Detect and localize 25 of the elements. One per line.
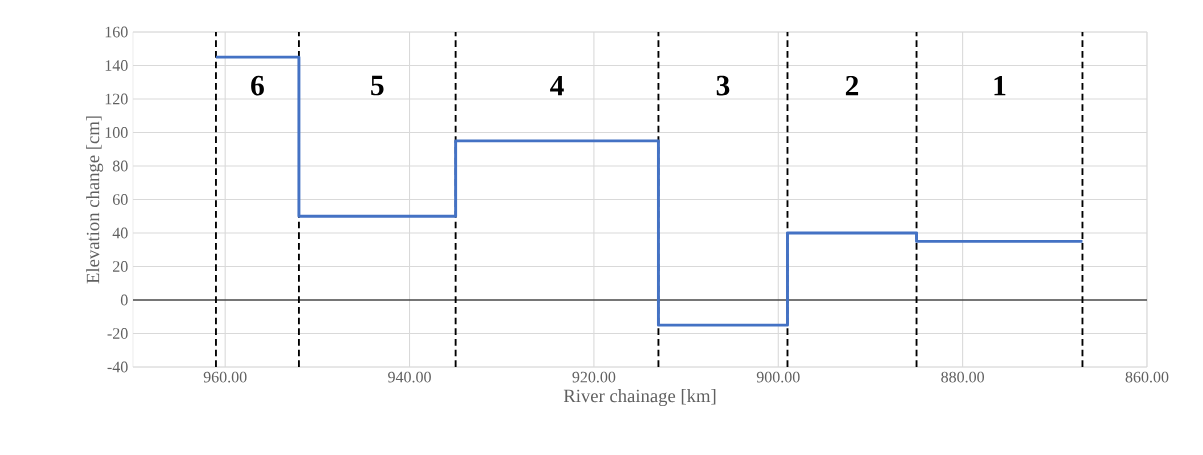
y-tick-label: 20 <box>112 261 128 272</box>
annotation: 1 <box>994 75 1006 96</box>
x-tick-label: 960.00 <box>203 371 247 383</box>
y-tick-label: 100 <box>105 127 128 138</box>
x-tick-label: 900.00 <box>756 371 800 383</box>
y-tick-label: 140 <box>105 60 128 71</box>
x-tick-label: 940.00 <box>388 371 431 383</box>
annotation: 4 <box>550 75 564 96</box>
x-tick-label: 880.00 <box>941 371 985 383</box>
y-axis-title: Elevation change [cm] <box>86 116 104 284</box>
x-axis-title: River chainage [km] <box>563 389 716 407</box>
x-tick-label: 860.00 <box>1125 371 1169 383</box>
annotation: 6 <box>251 75 264 96</box>
y-tick-label: 160 <box>105 26 128 38</box>
y-tick-label: 120 <box>105 93 128 105</box>
y-tick-label: 0 <box>120 294 128 306</box>
x-tick-label: 920.00 <box>572 371 616 383</box>
y-tick-label: 60 <box>112 194 128 205</box>
annotation: 3 <box>716 75 730 96</box>
y-tick-label: 80 <box>112 160 128 172</box>
annotation: 2 <box>845 75 859 96</box>
y-tick-label: -40 <box>107 361 128 373</box>
annotation: 5 <box>371 75 384 96</box>
y-tick-label: 40 <box>112 227 128 239</box>
y-tick-label: -20 <box>107 328 128 339</box>
